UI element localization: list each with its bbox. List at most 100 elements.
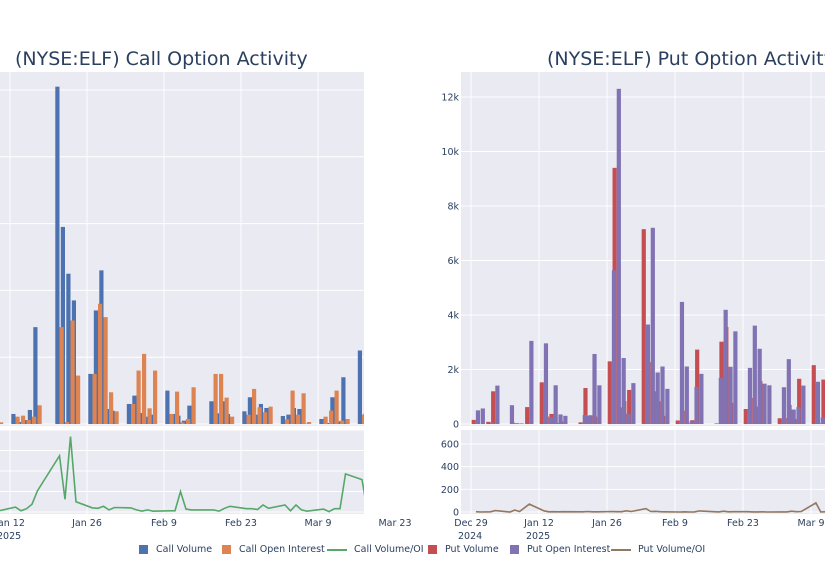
put-put-open-interest-bar	[689, 421, 694, 424]
put-put-volume-bar	[627, 389, 632, 424]
put-x-tick-label: Feb 23	[727, 518, 759, 529]
call-x-tick-year: 2025	[0, 531, 21, 542]
call-call-volume-bar	[369, 381, 373, 424]
call-call-open-interest-bar	[191, 387, 196, 424]
legend-label: Call Volume/OI	[354, 544, 424, 555]
put-put-open-interest-bar	[820, 417, 825, 424]
legend-label: Put Volume	[445, 544, 499, 555]
put-put-open-interest-bar	[543, 343, 549, 424]
put-ratio-y-tick-label: 0	[453, 508, 459, 519]
legend-label: Call Volume	[156, 544, 213, 555]
put-put-open-interest-bar	[490, 422, 495, 424]
put-y-tick-label: 2k	[447, 365, 459, 376]
call-ratio-plot-area	[0, 430, 364, 514]
call-call-open-interest-bar	[175, 391, 180, 424]
put-x-tick-year: 2025	[526, 531, 550, 542]
call-call-open-interest-bar	[92, 373, 97, 424]
put-put-volume-bar	[486, 421, 491, 424]
put-put-open-interest-bar	[762, 383, 767, 424]
legend-swatch	[222, 545, 231, 554]
put-put-open-interest-bar	[475, 410, 481, 424]
put-put-open-interest-bar	[786, 359, 791, 424]
put-y-tick-label: 8k	[447, 202, 459, 213]
put-y-tick-label: 6k	[447, 256, 459, 267]
call-call-open-interest-bar	[70, 320, 75, 424]
call-call-open-interest-bar	[406, 421, 410, 424]
put-chart-title: (NYSE:ELF) Put Option Activity	[547, 48, 825, 70]
put-put-open-interest-bar	[631, 383, 636, 424]
call-call-open-interest-bar	[21, 415, 26, 424]
call-call-open-interest-bar	[384, 422, 388, 424]
call-call-open-interest-bar	[169, 413, 174, 424]
call-call-open-interest-bar	[142, 353, 147, 424]
call-call-volume-bar	[187, 405, 192, 424]
put-put-open-interest-bar	[747, 367, 753, 424]
put-put-volume-bar	[539, 382, 544, 424]
put-put-open-interest-bar	[563, 415, 568, 424]
call-call-open-interest-bar	[307, 421, 312, 424]
call-call-open-interest-bar	[296, 414, 301, 424]
legend-label: Put Volume/OI	[638, 544, 706, 555]
put-put-volume-bar	[811, 365, 816, 424]
put-ratio-y-tick-label: 200	[441, 485, 459, 496]
put-put-volume-bar	[641, 229, 646, 424]
call-call-open-interest-bar	[153, 370, 158, 424]
put-put-open-interest-bar	[621, 358, 626, 424]
call-call-open-interest-bar	[15, 416, 20, 424]
put-put-open-interest-bar	[495, 385, 500, 424]
put-put-volume-bar	[743, 409, 748, 424]
put-y-tick-label: 0	[453, 420, 459, 431]
legend-item-put-volume[interactable]: Put Volume	[428, 544, 499, 555]
call-call-volume-bar	[11, 413, 16, 424]
call-call-open-interest-bar	[345, 418, 350, 424]
put-put-open-interest-bar	[665, 388, 670, 424]
call-x-tick-label: Jan 26	[71, 518, 102, 529]
call-call-open-interest-bar	[114, 411, 119, 424]
call-call-open-interest-bar	[401, 411, 405, 424]
legend-swatch	[139, 545, 148, 554]
call-call-open-interest-bar	[147, 408, 152, 424]
call-call-open-interest-bar	[65, 421, 70, 424]
put-put-open-interest-bar	[587, 415, 592, 424]
put-put-open-interest-bar	[626, 413, 631, 424]
put-put-open-interest-bar	[796, 407, 801, 424]
call-call-volume-bar	[55, 86, 60, 424]
put-put-volume-bar	[714, 423, 719, 424]
call-call-volume-bar	[60, 226, 65, 424]
put-put-volume-bar	[578, 422, 583, 424]
legend-swatch	[428, 545, 437, 554]
call-call-open-interest-bar	[268, 406, 273, 424]
call-call-open-interest-bar	[109, 392, 114, 424]
legend-item-call-volume-oi[interactable]: Call Volume/OI	[327, 544, 424, 555]
legend-item-put-volume-oi[interactable]: Put Volume/OI	[611, 544, 705, 555]
put-put-volume-bar	[525, 407, 530, 424]
put-put-open-interest-bar	[519, 423, 524, 424]
legend-item-call-open-interest[interactable]: Call Open Interest	[222, 544, 325, 555]
put-put-open-interest-bar	[529, 340, 534, 424]
put-put-volume-bar	[583, 388, 588, 424]
put-put-volume-bar	[821, 379, 825, 424]
put-x-tick-label: Jan 26	[591, 518, 622, 529]
call-call-open-interest-bar	[32, 416, 37, 424]
call-call-open-interest-bar	[263, 412, 268, 424]
chart-legend: Call Volume Call Open Interest Call Volume…	[0, 544, 825, 560]
legend-label: Put Open Interest	[527, 544, 611, 555]
put-put-open-interest-bar	[791, 409, 796, 424]
call-chart-title: (NYSE:ELF) Call Option Activity	[15, 48, 308, 70]
put-put-open-interest-bar	[684, 366, 689, 424]
call-call-open-interest-bar	[213, 373, 218, 424]
put-put-volume-bar	[695, 349, 700, 424]
legend-item-put-open-interest[interactable]: Put Open Interest	[510, 544, 610, 555]
put-put-open-interest-bar	[660, 366, 665, 424]
put-put-open-interest-bar	[514, 423, 519, 424]
call-call-volume-bar	[88, 373, 93, 424]
put-put-open-interest-bar	[815, 381, 821, 424]
call-call-volume-bar	[402, 409, 406, 424]
put-put-open-interest-bar	[718, 377, 723, 424]
call-call-open-interest-bar	[334, 390, 339, 424]
call-chart: Jan 12 2025 Jan 26 Feb 9 Feb 23 Mar 9 Mar 23	[0, 72, 412, 542]
legend-item-call-volume[interactable]: Call Volume	[139, 544, 212, 555]
put-volume-oi-line	[475, 501, 825, 513]
put-put-open-interest-bar	[733, 331, 738, 424]
call-x-tick-label: Mar 23	[378, 518, 411, 529]
